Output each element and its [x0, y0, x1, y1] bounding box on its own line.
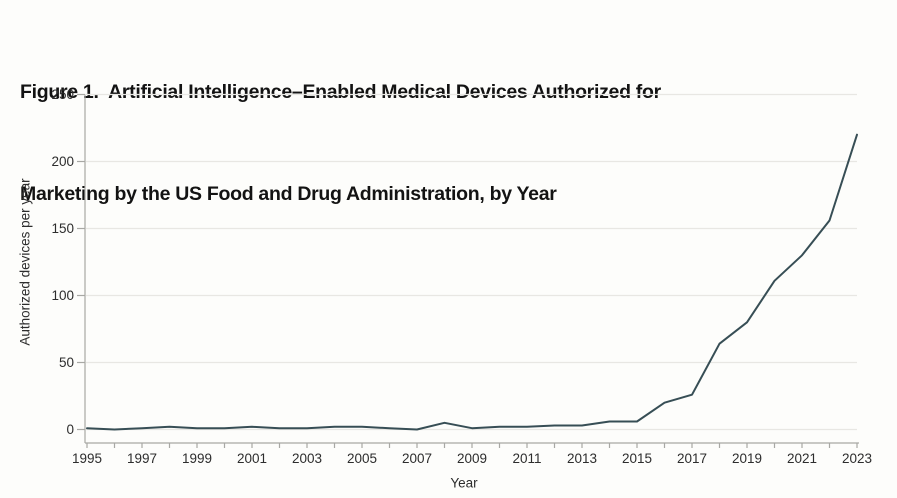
- x-tick-label-1995: 1995: [72, 451, 102, 466]
- x-tick-label-1997: 1997: [127, 451, 157, 466]
- x-tick-label-2011: 2011: [512, 451, 541, 466]
- x-tick-label-2017: 2017: [677, 451, 707, 466]
- x-tick-label-2005: 2005: [347, 451, 377, 466]
- y-axis-title: Authorized devices per year: [17, 178, 33, 346]
- x-tick-label-2009: 2009: [457, 451, 487, 466]
- x-tick-label-2021: 2021: [787, 451, 817, 466]
- figure-title: Figure 1. Artificial Intelligence–Enable…: [20, 7, 850, 279]
- y-tick-label-50: 50: [59, 355, 74, 370]
- data-line-authorized-devices: [86, 133, 858, 431]
- y-tick-label-150: 150: [51, 221, 74, 236]
- y-tick-label-250: 250: [51, 87, 74, 102]
- x-tick-label-2001: 2001: [237, 451, 267, 466]
- x-tick-label-2007: 2007: [402, 451, 432, 466]
- y-tick-label-100: 100: [51, 288, 74, 303]
- x-tick-label-2003: 2003: [292, 451, 322, 466]
- x-axis-title: Year: [450, 475, 478, 491]
- figure-title-line2: Marketing by the US Food and Drug Admini…: [20, 183, 557, 205]
- x-tick-label-2019: 2019: [732, 451, 762, 466]
- x-tick-label-2023: 2023: [842, 451, 872, 466]
- figure-title-line1: Figure 1. Artificial Intelligence–Enable…: [20, 81, 661, 103]
- x-tick-label-2015: 2015: [622, 451, 652, 466]
- x-tick-label-2013: 2013: [567, 451, 597, 466]
- y-tick-label-200: 200: [51, 154, 74, 169]
- y-tick-label-0: 0: [66, 422, 74, 437]
- x-tick-label-1999: 1999: [182, 451, 212, 466]
